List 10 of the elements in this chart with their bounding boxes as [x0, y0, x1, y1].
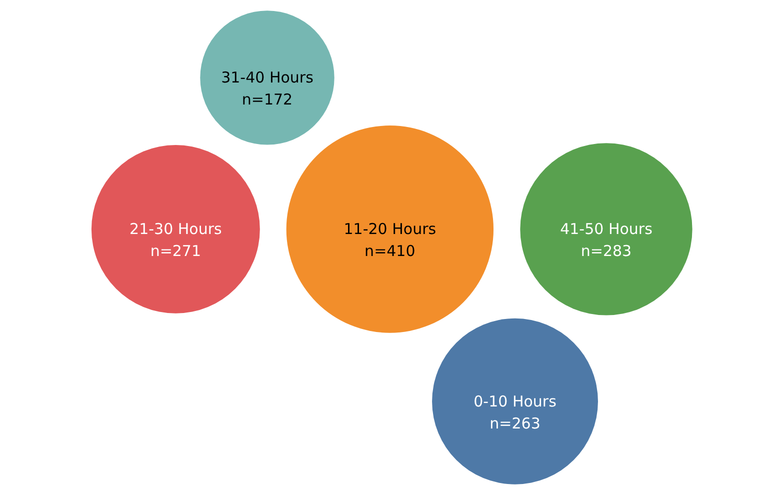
data-label: n=172 — [242, 90, 293, 109]
category-label: 41-50 Hours — [560, 220, 653, 238]
category-label: 11-20 Hours — [344, 220, 436, 238]
data-label: n=283 — [580, 242, 632, 260]
data-label: n=263 — [490, 414, 540, 432]
category-label: 21-30 Hours — [130, 220, 222, 238]
category-label: 31-40 Hours — [221, 68, 314, 87]
data-label: n=271 — [150, 242, 202, 260]
category-label: 0-10 Hours — [474, 392, 557, 410]
data-label: n=410 — [364, 242, 416, 260]
